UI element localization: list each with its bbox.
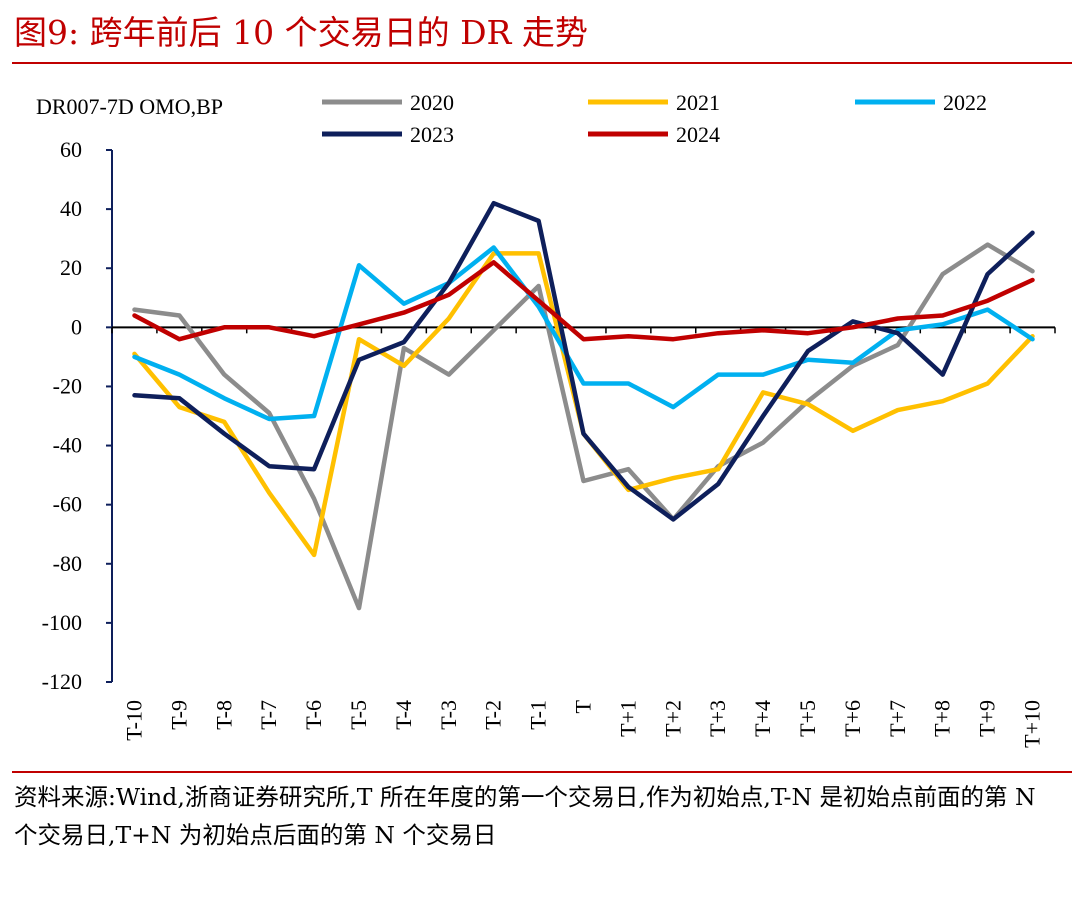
y-tick-label: -40 — [53, 433, 82, 458]
legend: 2020 2021 2022 2023 2024 — [322, 90, 987, 147]
x-tick-label: T-7 — [256, 700, 281, 730]
series-line-2021 — [132, 251, 1035, 558]
x-tick-label: T+5 — [795, 700, 820, 737]
y-tick-label: -100 — [42, 610, 82, 635]
legend-label-2021: 2021 — [676, 90, 720, 115]
y-tick-label: -60 — [53, 492, 82, 517]
y-tick-label: 60 — [60, 137, 82, 162]
source-rule — [12, 771, 1072, 773]
x-tick-label: T — [571, 699, 596, 713]
x-tick-label: T+1 — [615, 700, 640, 737]
y-tick-label: -20 — [53, 373, 82, 398]
x-tick-label: T+4 — [750, 700, 775, 737]
y-tick-label: 40 — [60, 196, 82, 221]
legend-label-2022: 2022 — [943, 90, 987, 115]
y-tick-label: -80 — [53, 551, 82, 576]
y-axis-label: DR007-7D OMO,BP — [36, 94, 224, 119]
legend-label-2023: 2023 — [410, 122, 454, 147]
x-tick-label: T+9 — [975, 700, 1000, 737]
x-tick-label: T-1 — [526, 700, 551, 730]
legend-label-2024: 2024 — [676, 122, 720, 147]
chart-title: 图9: 跨年前后 10 个交易日的 DR 走势 — [14, 13, 588, 52]
x-tick-label: T+6 — [840, 700, 865, 737]
line-chart: 2020 2021 2022 2023 2024 60 40 20 0 -20 -40 -60 -80… — [42, 90, 1056, 748]
y-tick-label: 0 — [71, 314, 82, 339]
series-line-2024 — [132, 260, 1035, 342]
source-note: 资料来源:Wind,浙商证券研究所,T 所在年度的第一个交易日,作为初始点,T-… — [14, 783, 1036, 849]
x-tick-label: T+8 — [930, 700, 955, 737]
x-axis: T-10 T-9 T-8 T-7 T-6 T-5 T-4 T-3 T-2 T-1 T T+1 T+2 T+… — [111, 326, 1056, 748]
title-rule — [12, 62, 1072, 64]
x-tick-label: T-5 — [346, 700, 371, 730]
x-tick-label: T-8 — [211, 700, 236, 730]
series-line-2020 — [132, 242, 1035, 611]
y-tick-label: -120 — [42, 669, 82, 694]
x-tick-label: T-10 — [121, 700, 146, 741]
series-line-2023 — [132, 200, 1035, 522]
series-line-2022 — [132, 245, 1035, 422]
x-tick-label: T-9 — [166, 700, 191, 730]
y-axis: 60 40 20 0 -20 -40 -60 -80 -100 -120 — [42, 137, 113, 694]
legend-label-2020: 2020 — [410, 90, 454, 115]
x-tick-label: T+3 — [705, 700, 730, 737]
y-tick-label: 20 — [60, 255, 82, 280]
x-tick-label: T+10 — [1020, 700, 1045, 748]
x-tick-label: T+2 — [660, 700, 685, 737]
x-tick-label: T-6 — [301, 700, 326, 730]
x-tick-label: T+7 — [885, 700, 910, 737]
series-lines — [132, 200, 1035, 611]
x-tick-label: T-4 — [391, 700, 416, 730]
x-tick-label: T-3 — [436, 700, 461, 730]
x-tick-label: T-2 — [481, 700, 506, 730]
